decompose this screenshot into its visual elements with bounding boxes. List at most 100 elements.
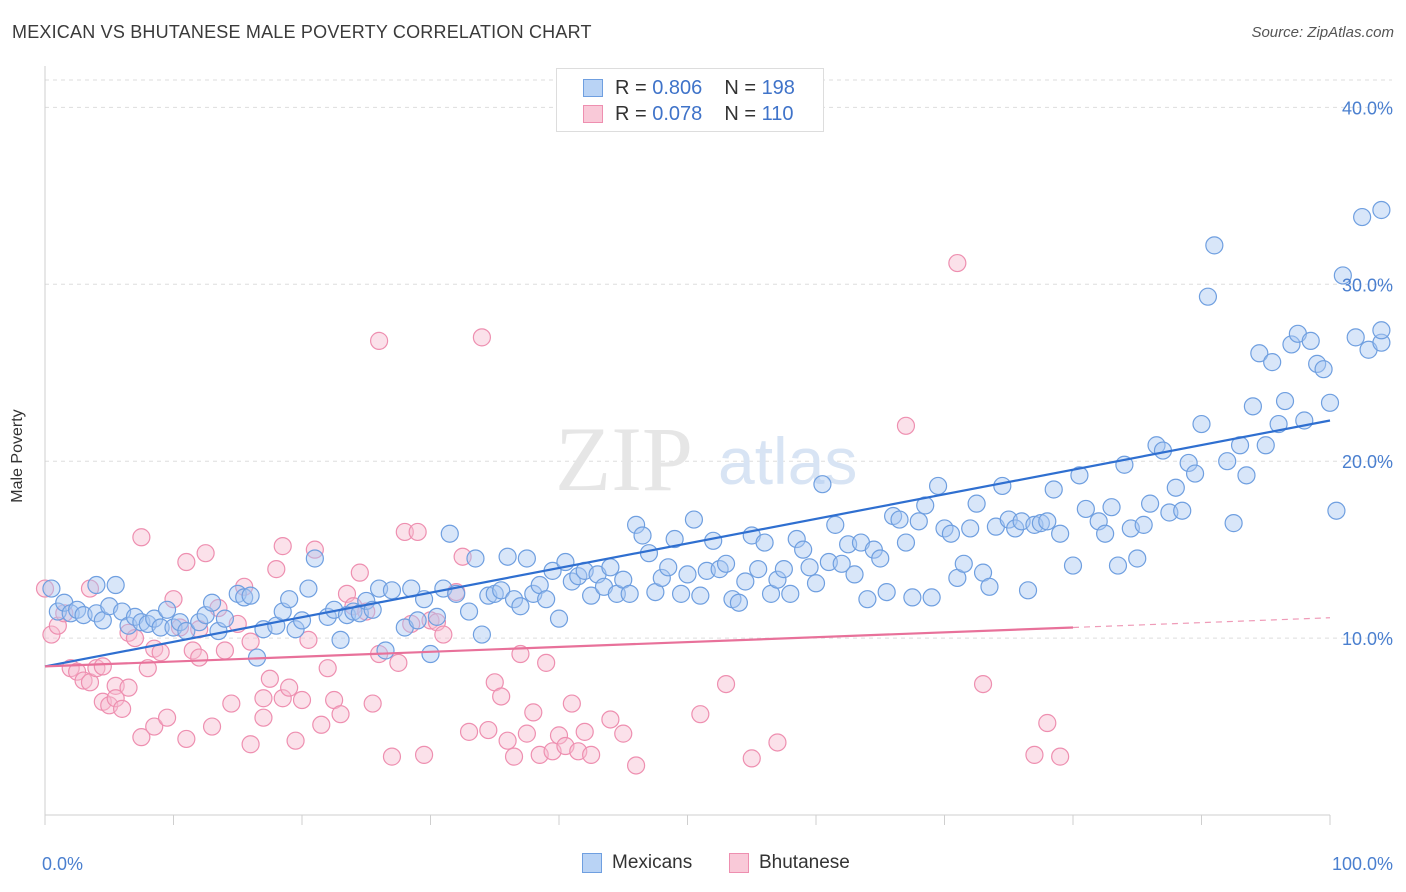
y-tick-label: 40.0%	[1342, 98, 1393, 118]
mexicans-point	[736, 572, 755, 591]
bhutanese-point	[254, 708, 273, 727]
mexicans-point	[1218, 452, 1237, 471]
mexicans-point	[928, 476, 948, 496]
bhutanese-point	[408, 522, 427, 542]
mexicans-point	[800, 558, 819, 577]
mexicans-point	[922, 588, 941, 607]
mexicans-point	[729, 593, 749, 612]
bhutanese-point	[382, 747, 402, 766]
bhutanese-point	[434, 625, 453, 644]
axes	[44, 66, 1331, 825]
bhutanese-point	[93, 657, 112, 676]
mexicans-point	[1333, 266, 1352, 285]
mexicans-point	[858, 590, 877, 609]
bhutanese-point	[370, 331, 389, 350]
mexicans-point	[1018, 581, 1038, 600]
x-tick-label-min: 0.0%	[42, 854, 83, 874]
mexicans-point	[582, 586, 601, 605]
bhutanese-point	[537, 653, 556, 672]
bhutanese-point	[498, 731, 517, 750]
mexicans-point	[280, 590, 299, 609]
legend-n-value: 198	[761, 76, 795, 99]
legend-n-label: N =	[724, 76, 756, 99]
series-legend: Mexicans Bhutanese	[0, 852, 1406, 878]
legend-r-value: 0.806	[652, 76, 703, 99]
mexicans-point	[806, 574, 826, 593]
mexicans-point	[794, 540, 813, 559]
mexicans-point	[1269, 414, 1288, 434]
bhutanese-point	[241, 735, 260, 754]
mexicans-point	[1102, 498, 1121, 517]
series-legend-mexicans[interactable]: Mexicans	[582, 852, 692, 874]
bhutanese-point	[331, 705, 350, 724]
mexicans-point	[151, 618, 170, 637]
mexicans-point	[511, 597, 530, 616]
mexicans-point	[492, 581, 511, 600]
legend-swatch-bhutanese	[583, 105, 603, 123]
bhutanese-point	[896, 416, 916, 435]
legend-n-value: 110	[761, 102, 794, 125]
mexicans-point	[1134, 515, 1153, 534]
mexicans-point	[967, 494, 986, 513]
mexicans-trend-line	[44, 419, 1331, 668]
mexicans-point	[1314, 360, 1333, 379]
bhutanese-point	[119, 678, 138, 697]
mexicans-point	[652, 568, 671, 588]
y-tick-label: 30.0%	[1342, 275, 1393, 295]
y-tick-label: 20.0%	[1342, 452, 1393, 472]
mexicans-point	[845, 565, 864, 584]
bhutanese-point	[286, 731, 305, 750]
mexicans-point	[890, 510, 909, 529]
mexicans-point	[993, 476, 1012, 496]
mexicans-points	[42, 200, 1391, 667]
watermark-atlas: atlas	[718, 424, 857, 498]
bhutanese-point	[273, 537, 292, 556]
mexicans-point	[498, 547, 517, 566]
mexicans-point	[305, 549, 324, 568]
mexicans-point	[421, 644, 440, 664]
mexicans-point	[1173, 501, 1192, 520]
bhutanese-point	[742, 749, 761, 768]
bhutanese-point	[459, 722, 479, 741]
mexicans-point	[87, 575, 106, 595]
mexicans-point	[1372, 321, 1391, 340]
mexicans-point	[1140, 494, 1160, 513]
mexicans-point	[826, 515, 845, 534]
legend-r-value: 0.078	[652, 102, 703, 125]
bhutanese-point	[157, 708, 177, 727]
bhutanese-point	[74, 671, 93, 690]
bhutanese-point	[106, 689, 125, 708]
mexicans-point	[1006, 519, 1025, 538]
mexicans-point	[1179, 453, 1198, 473]
mexicans-point	[787, 529, 806, 549]
bhutanese-point	[254, 689, 273, 708]
mexicans-point	[1301, 331, 1320, 350]
bhutanese-trend-extension	[1072, 617, 1331, 629]
mexicans-point	[755, 533, 774, 552]
legend-r-label: R =	[615, 76, 647, 99]
mexicans-point	[1185, 464, 1205, 483]
mexicans-point	[1076, 499, 1095, 519]
mexicans-point	[665, 529, 684, 549]
bhutanese-point	[768, 733, 787, 752]
bhutanese-point	[562, 694, 581, 713]
trend-lines	[44, 419, 1331, 668]
mexicans-point	[659, 558, 678, 577]
bhutanese-point	[363, 694, 382, 713]
mexicans-point	[961, 519, 980, 538]
mexicans-point	[42, 579, 61, 598]
series-label-mexicans: Mexicans	[612, 852, 693, 873]
bhutanese-point	[312, 715, 331, 734]
mexicans-point	[190, 613, 209, 632]
mexicans-point	[1372, 333, 1391, 352]
bhutanese-point	[948, 253, 967, 273]
mexicans-point	[1038, 512, 1057, 531]
mexicans-point	[1327, 501, 1346, 520]
mexicans-point	[1128, 549, 1147, 568]
mexicans-point	[549, 609, 569, 628]
bhutanese-point	[601, 710, 620, 729]
series-legend-bhutanese[interactable]: Bhutanese	[729, 852, 850, 874]
series-label-bhutanese: Bhutanese	[759, 852, 850, 873]
bhutanese-point	[196, 544, 215, 563]
mexicans-point	[241, 586, 260, 605]
